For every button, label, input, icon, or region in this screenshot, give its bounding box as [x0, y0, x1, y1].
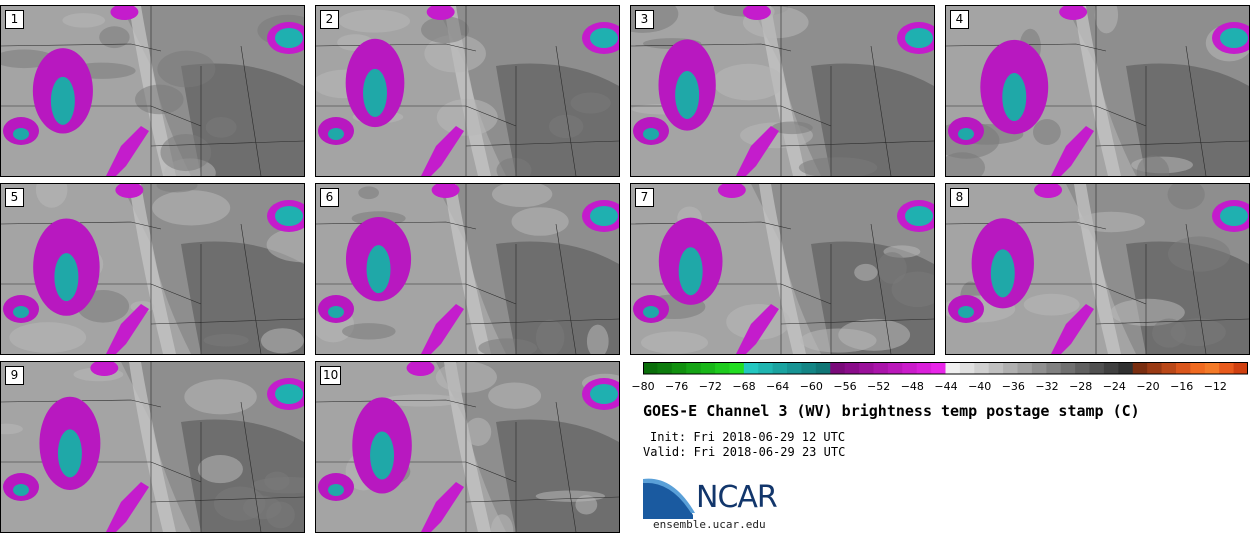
colorbar-tick-label: −72 — [698, 380, 722, 393]
colorbar-swatch — [715, 362, 730, 374]
colorbar-swatch — [844, 362, 860, 374]
map-image — [631, 184, 934, 354]
site-url: ensemble.ucar.edu — [653, 518, 766, 531]
map-image — [631, 6, 934, 176]
colorbar-swatch — [1190, 362, 1206, 374]
member-number: 7 — [635, 188, 654, 207]
colorbar-tick-label: −44 — [934, 380, 958, 393]
colorbar-tick-label: −36 — [1001, 380, 1025, 393]
member-number: 2 — [320, 10, 339, 29]
colorbar-swatch — [1147, 362, 1163, 374]
member-panel-9: 9 — [0, 361, 305, 533]
colorbar-tick-label: −60 — [799, 380, 823, 393]
colorbar-swatch — [729, 362, 745, 374]
colorbar-swatch — [1132, 362, 1148, 374]
colorbar-swatch — [815, 362, 831, 374]
member-panel-2: 2 — [315, 5, 620, 177]
colorbar-swatch — [959, 362, 975, 374]
member-number: 4 — [950, 10, 969, 29]
colorbar-swatch — [801, 362, 817, 374]
colorbar-swatch — [830, 362, 846, 374]
member-number: 3 — [635, 10, 654, 29]
ncar-logo-swoosh — [643, 478, 695, 519]
colorbar-tick-label: −52 — [867, 380, 891, 393]
colorbar-tick-label: −40 — [968, 380, 992, 393]
member-number: 5 — [5, 188, 24, 207]
colorbar-tick-label: −76 — [665, 380, 689, 393]
colorbar-swatch — [657, 362, 673, 374]
member-panel-10: 10 — [315, 361, 620, 533]
member-panel-3: 3 — [630, 5, 935, 177]
colorbar-tick-label: −16 — [1170, 380, 1194, 393]
colorbar-tick-label: −20 — [1136, 380, 1160, 393]
member-panel-4: 4 — [945, 5, 1250, 177]
colorbar-swatch — [1046, 362, 1062, 374]
colorbar-tick-label: −80 — [631, 380, 655, 393]
member-number: 8 — [950, 188, 969, 207]
map-image — [316, 6, 619, 176]
colorbar-tick-label: −56 — [833, 380, 857, 393]
colorbar-tick-label: −24 — [1102, 380, 1126, 393]
member-panel-7: 7 — [630, 183, 935, 355]
colorbar-swatch — [1031, 362, 1047, 374]
colorbar-swatch — [1017, 362, 1033, 374]
colorbar-swatch — [743, 362, 759, 374]
colorbar-swatch — [1060, 362, 1076, 374]
colorbar-swatch — [931, 362, 946, 374]
colorbar-swatch — [873, 362, 889, 374]
map-image — [1, 362, 304, 532]
colorbar-swatch — [787, 362, 802, 374]
map-image — [316, 362, 619, 532]
map-image — [1, 6, 304, 176]
figure-title: GOES-E Channel 3 (WV) brightness temp po… — [643, 402, 1140, 420]
colorbar-swatch — [1219, 362, 1235, 374]
member-number: 6 — [320, 188, 339, 207]
member-number: 10 — [320, 366, 342, 385]
colorbar-swatch — [1118, 362, 1134, 374]
colorbar — [643, 362, 1248, 375]
colorbar-tick-label: −28 — [1069, 380, 1093, 393]
colorbar-swatch — [1175, 362, 1191, 374]
colorbar-tick-label: −64 — [766, 380, 790, 393]
colorbar-swatch — [1089, 362, 1105, 374]
colorbar-swatch — [988, 362, 1004, 374]
member-number: 9 — [5, 366, 24, 385]
ncar-logo-text: NCAR — [696, 480, 778, 515]
colorbar-swatch — [772, 362, 788, 374]
map-image — [316, 184, 619, 354]
colorbar-swatch — [1103, 362, 1119, 374]
colorbar-tick-label: −12 — [1203, 380, 1227, 393]
colorbar-swatch — [974, 362, 990, 374]
member-panel-1: 1 — [0, 5, 305, 177]
colorbar-swatch — [902, 362, 918, 374]
member-number: 1 — [5, 10, 24, 29]
colorbar-swatch — [859, 362, 874, 374]
valid-time: Valid: Fri 2018-06-29 23 UTC — [643, 445, 846, 459]
colorbar-swatch — [643, 362, 658, 374]
colorbar-tick-label: −68 — [732, 380, 756, 393]
colorbar-swatch — [916, 362, 932, 374]
colorbar-swatch — [1161, 362, 1177, 374]
colorbar-swatch — [758, 362, 774, 374]
colorbar-swatch — [945, 362, 961, 374]
map-image — [946, 184, 1249, 354]
member-panel-6: 6 — [315, 183, 620, 355]
colorbar-swatch — [671, 362, 687, 374]
member-panel-8: 8 — [945, 183, 1250, 355]
colorbar-swatch — [1204, 362, 1220, 374]
map-image — [1, 184, 304, 354]
member-panel-5: 5 — [0, 183, 305, 355]
map-image — [946, 6, 1249, 176]
colorbar-swatch — [1075, 362, 1091, 374]
colorbar-swatch — [700, 362, 716, 374]
colorbar-swatch — [686, 362, 702, 374]
colorbar-swatch — [887, 362, 903, 374]
colorbar-tick-label: −32 — [1035, 380, 1059, 393]
colorbar-tick-label: −48 — [900, 380, 924, 393]
init-time: Init: Fri 2018-06-29 12 UTC — [650, 430, 846, 444]
colorbar-swatch — [1003, 362, 1019, 374]
colorbar-swatch — [1233, 362, 1248, 374]
